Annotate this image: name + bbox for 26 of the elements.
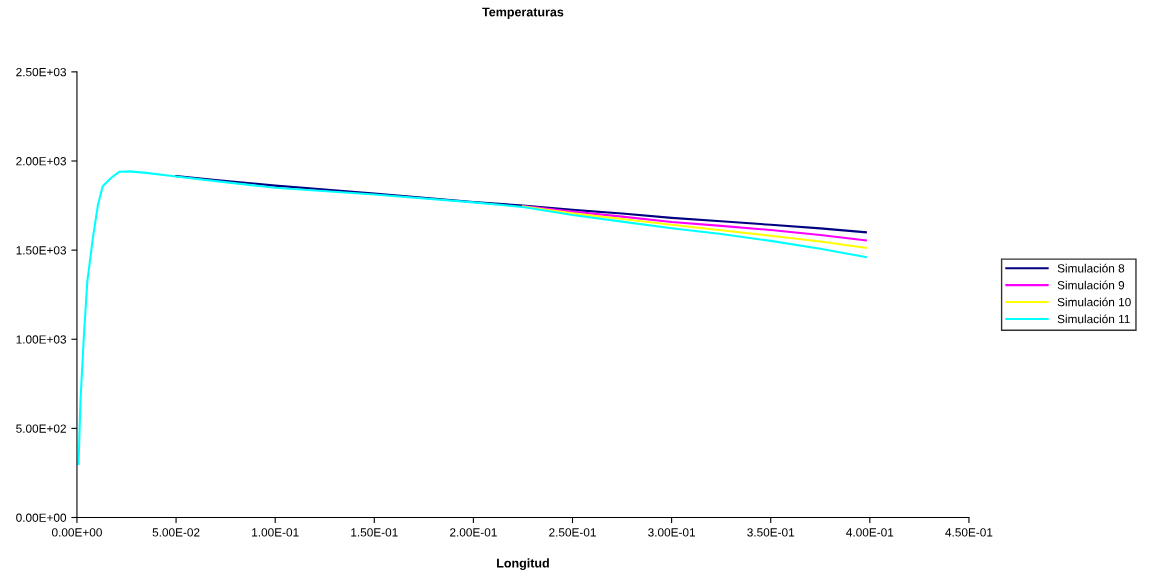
y-tick-label: 5.00E+02 — [16, 424, 66, 433]
line-series — [175, 175, 867, 234]
x-tick-label: 4.00E-01 — [846, 528, 894, 537]
line-series — [521, 205, 867, 249]
y-tick-label: 2.00E+03 — [16, 157, 67, 166]
x-tick-label: 1.50E-01 — [351, 528, 398, 537]
line-series — [77, 170, 867, 466]
x-tick-label: 1.00E-01 — [252, 528, 299, 537]
x-tick-label: 3.50E-01 — [747, 528, 795, 537]
chart-title: Temperaturas — [482, 7, 564, 19]
y-tick-label: 0.00E+00 — [16, 513, 67, 522]
x-tick-label: 3.00E-01 — [648, 528, 695, 537]
y-tick-label: 2.50E+03 — [16, 67, 67, 77]
x-tick-label: 5.00E-02 — [152, 528, 200, 537]
x-tick-label: 0.00E+00 — [51, 528, 102, 537]
legend-label: Simulación 9 — [1057, 280, 1125, 290]
x-tick-label: 2.50E-01 — [549, 528, 596, 537]
legend-label: Simulación 10 — [1057, 297, 1131, 307]
y-tick-label: 1.00E+03 — [16, 335, 67, 344]
x-tick-label: 2.00E-01 — [450, 528, 497, 537]
legend-label: Simulación 8 — [1057, 263, 1125, 273]
x-axis-title: Longitud — [497, 558, 549, 571]
line-series — [521, 205, 867, 242]
y-tick-label: 1.50E+03 — [16, 246, 67, 255]
legend-label: Simulación 11 — [1057, 314, 1130, 324]
x-tick-label: 4.50E-01 — [945, 528, 993, 537]
